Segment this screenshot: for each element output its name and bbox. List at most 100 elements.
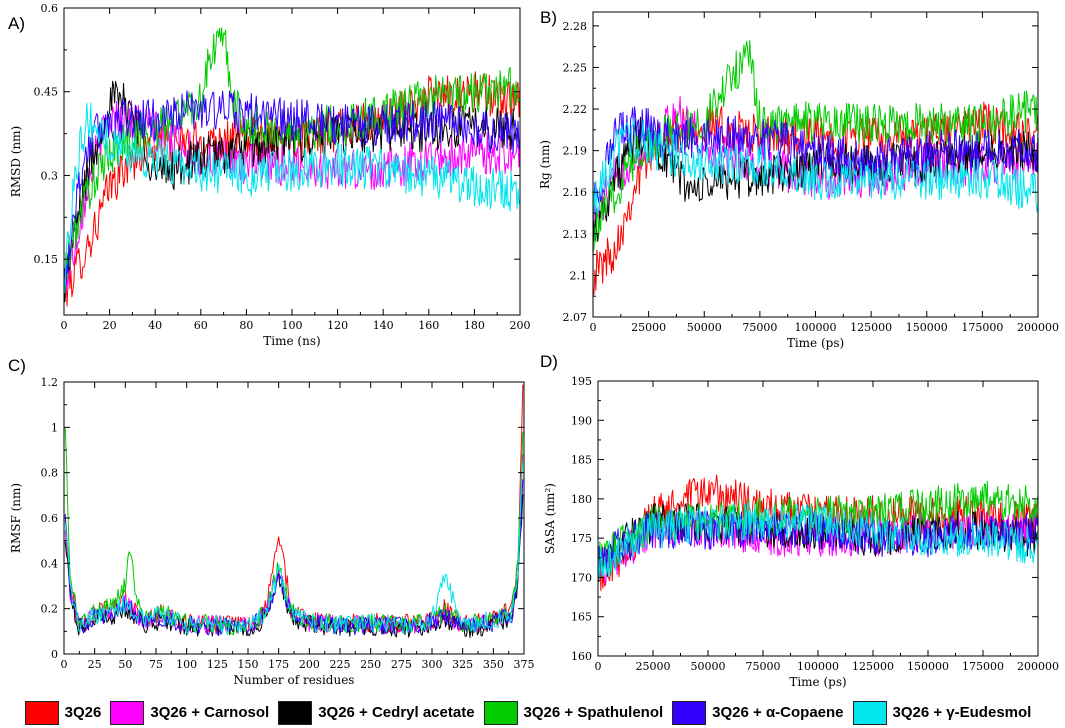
- x-tick-label: 50000: [691, 660, 726, 673]
- x-tick-label: 140: [373, 319, 394, 332]
- series-line: [64, 462, 524, 636]
- legend-swatch: [483, 700, 518, 725]
- x-tick-label: 75000: [742, 321, 777, 334]
- y-tick-label: 2.28: [563, 20, 588, 33]
- y-tick-label: 1: [51, 421, 58, 434]
- x-tick-label: 175: [268, 658, 289, 671]
- x-tick-label: 80: [239, 319, 253, 332]
- y-tick-label: 2.1: [570, 269, 588, 282]
- series-line: [593, 117, 1038, 224]
- y-tick-label: 0.2: [41, 603, 59, 616]
- x-tick-label: 125000: [852, 660, 894, 673]
- y-tick-label: 0.45: [34, 86, 59, 99]
- y-tick-label: 1.2: [41, 376, 59, 389]
- x-axis-label: Time (ps): [787, 336, 844, 350]
- legend-item: 3Q26 + Spathulenol: [483, 700, 664, 725]
- series-line: [64, 428, 524, 636]
- x-tick-label: 50000: [687, 321, 722, 334]
- x-tick-label: 200: [299, 658, 320, 671]
- y-tick-label: 0: [51, 648, 58, 661]
- legend-item: 3Q26 + α-Copaene: [672, 700, 844, 725]
- x-tick-label: 75000: [746, 660, 781, 673]
- x-tick-label: 100: [176, 658, 197, 671]
- y-axis-label: RMSF (nm): [9, 483, 23, 553]
- x-tick-label: 0: [61, 319, 68, 332]
- y-tick-label: 2.22: [563, 103, 588, 116]
- panel-d-letter: D): [540, 352, 558, 371]
- x-tick-label: 40: [148, 319, 162, 332]
- y-tick-label: 175: [571, 532, 592, 545]
- series-group: [64, 27, 520, 307]
- x-tick-label: 200: [510, 319, 531, 332]
- legend-label: 3Q26: [64, 704, 102, 721]
- x-tick-label: 25000: [631, 321, 666, 334]
- x-tick-label: 150: [238, 658, 259, 671]
- panel-c-letter: C): [8, 356, 26, 375]
- x-tick-label: 50: [118, 658, 132, 671]
- y-tick-label: 0.4: [41, 557, 59, 570]
- series-line: [64, 479, 524, 637]
- x-tick-label: 300: [422, 658, 443, 671]
- x-tick-label: 325: [452, 658, 473, 671]
- panel-b-letter: B): [540, 8, 557, 27]
- x-tick-label: 150000: [907, 660, 949, 673]
- y-tick-label: 190: [571, 414, 592, 427]
- x-tick-label: 200000: [1017, 660, 1059, 673]
- y-tick-label: 2.16: [563, 186, 588, 199]
- y-tick-label: 0.6: [41, 2, 59, 15]
- legend-item: 3Q26: [24, 700, 102, 725]
- series-line: [593, 39, 1038, 253]
- legend-swatch: [852, 700, 887, 725]
- series-line: [64, 384, 524, 635]
- legend-swatch: [278, 700, 313, 725]
- legend-swatch: [110, 700, 145, 725]
- series-line: [64, 102, 520, 294]
- x-axis-label: Number of residues: [234, 673, 355, 687]
- series-line: [593, 106, 1038, 224]
- rg-chart: 0 25000 50000 75000 100000 125000 150000 175000…: [538, 11, 1059, 350]
- series-group: [64, 384, 524, 638]
- y-tick-label: 180: [571, 493, 592, 506]
- legend-label: 3Q26 + α-Copaene: [712, 704, 844, 721]
- legend-label: 3Q26 + γ-Eudesmol: [892, 704, 1032, 721]
- rmsf-chart: 0 25 50 75 100 125 150 175 200 225 250 275 300 325 350…: [9, 376, 535, 687]
- x-tick-label: 125000: [850, 321, 892, 334]
- x-tick-label: 75: [149, 658, 163, 671]
- x-tick-label: 0: [61, 658, 68, 671]
- x-tick-label: 25: [88, 658, 102, 671]
- x-axis-label: Time (ps): [789, 675, 846, 689]
- y-tick-label: 0.6: [41, 512, 59, 525]
- panel-a-letter: A): [8, 14, 25, 33]
- y-tick-label: 0.15: [34, 253, 59, 266]
- legend: 3Q26 3Q26 + Carnosol 3Q26 + Cedryl aceta…: [0, 697, 1065, 728]
- x-tick-label: 150000: [906, 321, 948, 334]
- x-tick-label: 0: [590, 321, 597, 334]
- legend-swatch: [672, 700, 707, 725]
- x-tick-label: 60: [194, 319, 208, 332]
- x-tick-label: 100000: [797, 660, 839, 673]
- series-group: [598, 474, 1038, 592]
- x-tick-label: 25000: [636, 660, 671, 673]
- y-tick-label: 170: [571, 571, 592, 584]
- series-line: [598, 502, 1038, 580]
- legend-label: 3Q26 + Spathulenol: [523, 704, 664, 721]
- series-line: [64, 90, 520, 286]
- y-tick-label: 2.19: [563, 145, 588, 158]
- rmsd-chart: 0 20 40 60 80 100 120 140 160 180 200 0.15 0.3 0.45 0.…: [9, 2, 531, 348]
- sasa-chart: 0 25000 50000 75000 100000 125000 150000 175000…: [543, 375, 1059, 689]
- y-axis-label: SASA (nm²): [543, 483, 557, 554]
- x-tick-label: 225: [330, 658, 351, 671]
- y-tick-label: 195: [571, 375, 592, 388]
- y-axis-label: RMSD (nm): [9, 126, 23, 197]
- y-tick-label: 0.3: [41, 169, 59, 182]
- x-tick-label: 175000: [962, 660, 1004, 673]
- x-tick-label: 200000: [1017, 321, 1059, 334]
- x-tick-label: 350: [483, 658, 504, 671]
- x-tick-label: 375: [514, 658, 535, 671]
- x-tick-label: 100000: [795, 321, 837, 334]
- series-group: [593, 39, 1038, 296]
- legend-swatch: [24, 700, 59, 725]
- legend-label: 3Q26 + Cedryl acetate: [318, 704, 475, 721]
- x-tick-label: 160: [418, 319, 439, 332]
